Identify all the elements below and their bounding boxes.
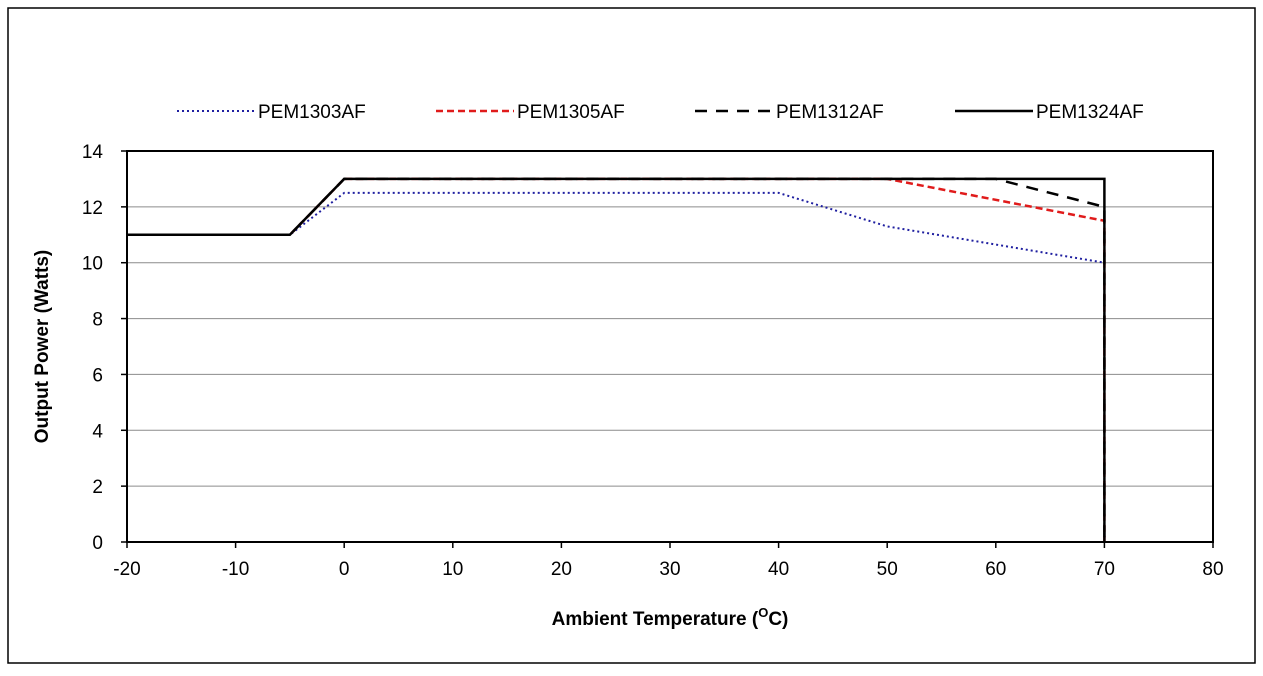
x-tick-label-10: 80	[1202, 559, 1223, 580]
legend-label-PEM1324AF: PEM1324AF	[1036, 102, 1144, 123]
legend-label-PEM1312AF: PEM1312AF	[776, 102, 884, 123]
x-tick-label-8: 60	[985, 559, 1006, 580]
x-axis-title-sup: O	[758, 605, 768, 620]
legend-label-PEM1303AF: PEM1303AF	[258, 102, 366, 123]
series-line-PEM1324AF	[127, 177, 1106, 542]
y-tick-label-3: 6	[92, 365, 103, 386]
y-tick-label-7: 14	[82, 142, 104, 163]
y-tick-label-4: 8	[92, 310, 103, 331]
y-axis: 0 2 4 6 8 10 12 14	[82, 142, 127, 554]
x-tick-label-7: 50	[877, 559, 898, 580]
y-tick-label-1: 2	[92, 477, 103, 498]
x-tick-label-6: 40	[768, 559, 789, 580]
x-tick-label-4: 20	[551, 559, 572, 580]
series-line-PEM1303AF	[127, 191, 1106, 542]
legend-label-PEM1305AF: PEM1305AF	[517, 102, 625, 123]
y-tick-label-0: 0	[92, 533, 103, 554]
y-tick-label-2: 4	[92, 421, 103, 442]
series-layer	[127, 177, 1106, 542]
y-axis-title: Output Power (Watts)	[32, 250, 53, 444]
x-axis-title: Ambient Temperature (OC)	[552, 605, 789, 630]
x-tick-label-1: -10	[222, 559, 249, 580]
x-tick-label-5: 30	[659, 559, 680, 580]
x-tick-label-9: 70	[1094, 559, 1115, 580]
x-tick-label-3: 10	[442, 559, 463, 580]
x-tick-label-2: 0	[339, 559, 350, 580]
grid-lines	[127, 206, 1213, 487]
y-tick-label-5: 10	[82, 254, 103, 275]
y-tick-label-6: 12	[82, 198, 103, 219]
x-axis-title-suffix: C)	[768, 609, 788, 630]
chart-border	[7, 7, 1256, 664]
x-tick-label-0: -20	[113, 559, 140, 580]
x-axis: -20 -10 0 10 20 30 40 50 60 70 80	[113, 542, 1224, 580]
x-axis-title-main: Ambient Temperature (	[552, 609, 759, 630]
legend: PEM1303AF PEM1305AF PEM1312AF PEM1324AF	[177, 102, 1144, 123]
